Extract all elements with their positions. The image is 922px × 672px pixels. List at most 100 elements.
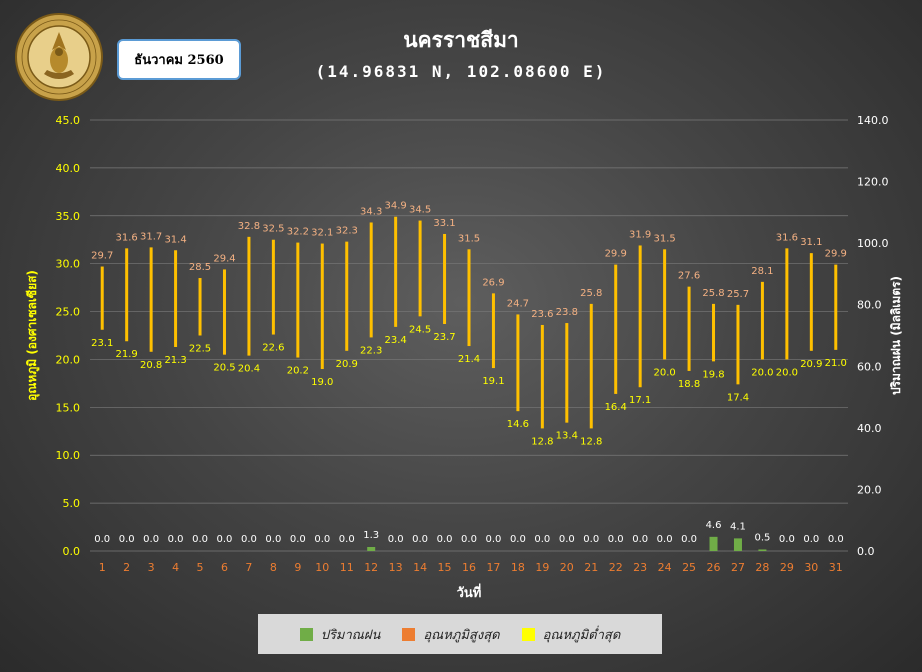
tmin-data-label: 22.6 [262, 343, 284, 354]
rain-data-label: 0.5 [754, 532, 770, 543]
rain-data-label: 0.0 [437, 534, 453, 545]
x-tick-label: 25 [682, 561, 696, 574]
tmax-data-label: 34.3 [360, 206, 382, 217]
tmin-data-label: 12.8 [580, 436, 602, 447]
tmax-data-label: 28.5 [189, 262, 211, 273]
x-tick-label: 8 [270, 561, 277, 574]
left-tick-label: 45.0 [56, 114, 81, 127]
tmax-data-label: 24.7 [507, 298, 529, 309]
station-title: นครราชสีมา [403, 28, 519, 52]
x-tick-label: 29 [780, 561, 794, 574]
temp-range-bar [125, 248, 129, 342]
tmin-data-label: 20.2 [287, 366, 309, 377]
tmin-data-label: 19.0 [311, 377, 333, 388]
x-tick-label: 31 [829, 561, 843, 574]
left-tick-label: 0.0 [63, 545, 81, 558]
temp-range-bar [149, 247, 153, 352]
rain-data-label: 0.0 [583, 534, 599, 545]
tmin-data-label: 22.5 [189, 344, 211, 355]
rain-data-label: 0.0 [779, 534, 795, 545]
temp-range-bar [687, 286, 691, 371]
left-tick-label: 40.0 [56, 162, 81, 175]
tmin-data-label: 21.9 [116, 349, 138, 360]
rain-data-label: 0.0 [681, 534, 697, 545]
tmax-data-label: 31.9 [629, 229, 651, 240]
tmin-data-label: 23.1 [91, 338, 113, 349]
left-tick-label: 25.0 [56, 306, 81, 319]
temp-range-bar [198, 278, 202, 336]
rain-data-label: 0.0 [412, 534, 428, 545]
temp-range-bar [296, 242, 300, 358]
temp-range-bar [320, 243, 324, 370]
meteorological-department-logo [15, 13, 103, 101]
left-tick-label: 20.0 [56, 353, 81, 366]
rain-data-label: 0.0 [657, 534, 673, 545]
x-tick-label: 2 [123, 561, 130, 574]
tmin-data-label: 21.0 [825, 358, 847, 369]
rain-data-label: 0.0 [265, 534, 281, 545]
tmax-data-label: 32.2 [287, 227, 309, 238]
rain-data-label: 4.1 [730, 521, 746, 532]
temp-range-bar [100, 266, 104, 330]
right-tick-label: 0.0 [857, 545, 875, 558]
rain-data-label: 0.0 [559, 534, 575, 545]
rain-data-label: 0.0 [461, 534, 477, 545]
temp-range-bar [736, 304, 740, 385]
tmax-data-label: 31.5 [653, 233, 675, 244]
x-tick-label: 26 [707, 561, 721, 574]
tmin-data-label: 20.4 [238, 364, 260, 375]
temp-range-bar [834, 264, 838, 350]
x-tick-label: 11 [340, 561, 354, 574]
temp-range-bar [491, 293, 495, 369]
left-axis-title: อุณหภูมิ (องศาเซลเซียส) [25, 270, 40, 401]
tmin-data-label: 13.4 [556, 431, 578, 442]
tmin-data-label: 20.0 [653, 367, 675, 378]
tmin-data-label: 19.8 [702, 369, 724, 380]
tmin-data-label: 18.8 [678, 379, 700, 390]
tmax-data-label: 33.1 [433, 218, 455, 229]
x-tick-label: 27 [731, 561, 745, 574]
tmin-data-label: 20.0 [751, 367, 773, 378]
x-tick-label: 15 [438, 561, 452, 574]
right-tick-label: 80.0 [857, 299, 882, 312]
tmax-data-label: 31.6 [116, 232, 138, 243]
tmax-data-label: 29.9 [605, 249, 627, 260]
tmax-data-label: 31.7 [140, 231, 162, 242]
tmax-data-label: 29.9 [825, 249, 847, 260]
tmax-data-label: 32.1 [311, 228, 333, 239]
temp-range-bar [663, 249, 667, 360]
tmax-data-label: 31.4 [164, 234, 186, 245]
left-tick-label: 30.0 [56, 258, 81, 271]
temp-range-bar [418, 220, 422, 317]
right-tick-label: 60.0 [857, 360, 882, 373]
station-coordinates: (14.96831 N, 102.08600 E) [315, 62, 607, 81]
tmin-data-label: 17.4 [727, 392, 749, 403]
rain-bar [758, 549, 767, 551]
rain-data-label: 0.0 [828, 534, 844, 545]
left-tick-label: 15.0 [56, 401, 81, 414]
legend-item-rain: ปริมาณฝน [299, 624, 380, 645]
tmin-data-label: 19.1 [482, 376, 504, 387]
x-tick-label: 13 [389, 561, 403, 574]
temp-range-bar [760, 281, 764, 360]
temp-range-bar [467, 249, 471, 347]
rain-bar [733, 538, 742, 551]
legend-swatch-tmin [521, 627, 535, 641]
rain-data-label: 0.0 [803, 534, 819, 545]
tmin-data-label: 20.9 [336, 359, 358, 370]
rain-bar [709, 536, 718, 551]
x-tick-label: 16 [462, 561, 476, 574]
tmin-data-label: 23.7 [433, 332, 455, 343]
tmin-data-label: 20.8 [140, 360, 162, 371]
temp-range-bar [712, 303, 716, 362]
rain-data-label: 0.0 [388, 534, 404, 545]
tmax-data-label: 32.5 [262, 224, 284, 235]
rain-data-label: 0.0 [290, 534, 306, 545]
x-tick-label: 21 [584, 561, 598, 574]
rain-data-label: 4.6 [706, 520, 722, 531]
tmax-data-label: 25.8 [702, 288, 724, 299]
tmax-data-label: 32.8 [238, 221, 260, 232]
x-tick-label: 22 [609, 561, 623, 574]
rain-data-label: 0.0 [143, 534, 159, 545]
